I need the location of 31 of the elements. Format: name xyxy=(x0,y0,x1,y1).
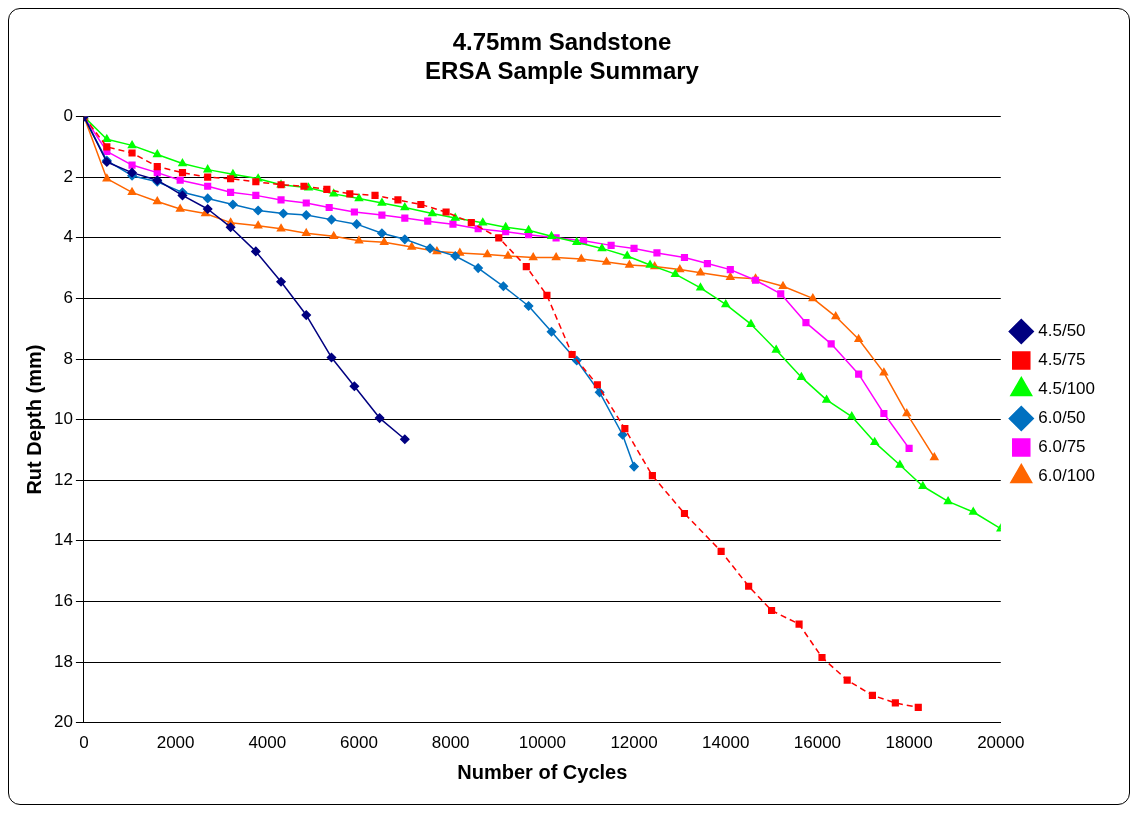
chart-title: 4.75mm Sandstone ERSA Sample Summary xyxy=(425,28,700,84)
x-tick-label: 16000 xyxy=(793,733,842,753)
y-tick-label: 18 xyxy=(53,651,73,671)
y-tick-label: 16 xyxy=(53,591,73,611)
x-tick-label: 8000 xyxy=(431,733,470,753)
y-tick-label: 6 xyxy=(63,288,73,308)
y-tick-label: 14 xyxy=(53,530,73,550)
legend-label: 6.0/50 xyxy=(1038,408,1086,428)
y-tick-label: 10 xyxy=(53,409,73,429)
y-tick-label: 12 xyxy=(53,469,73,489)
y-axis-title: Rut Depth (mm) xyxy=(22,344,45,495)
x-axis-title: Number of Cycles xyxy=(457,760,628,783)
legend-label: 4.5/100 xyxy=(1038,379,1096,399)
y-tick-label: 20 xyxy=(53,712,73,732)
y-tick-label: 2 xyxy=(63,166,73,186)
x-tick-label: 10000 xyxy=(518,733,566,753)
x-tick-label: 0 xyxy=(79,733,89,753)
legend-label: 4.5/75 xyxy=(1038,350,1086,370)
y-tick-label: 0 xyxy=(63,106,73,126)
legend-label: 6.0/100 xyxy=(1038,466,1096,486)
x-tick-label: 20000 xyxy=(977,733,1025,753)
x-tick-label: 4000 xyxy=(248,733,287,753)
x-tick-label: 2000 xyxy=(156,733,195,753)
x-tick-label: 12000 xyxy=(610,733,658,753)
x-tick-label: 6000 xyxy=(340,733,378,753)
legend-label: 6.0/75 xyxy=(1038,437,1086,457)
y-tick-label: 4 xyxy=(63,227,73,247)
y-tick-label: 8 xyxy=(63,348,73,368)
x-tick-label: 18000 xyxy=(885,733,933,753)
legend-label: 4.5/50 xyxy=(1038,321,1086,341)
x-tick-label: 14000 xyxy=(702,733,750,753)
